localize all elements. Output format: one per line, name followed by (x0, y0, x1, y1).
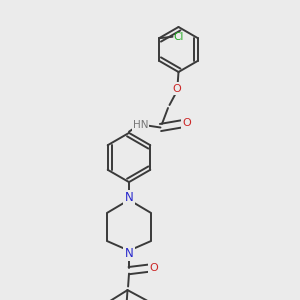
Text: HN: HN (133, 119, 148, 130)
Text: O: O (149, 262, 158, 273)
Text: N: N (124, 247, 134, 260)
Text: O: O (182, 118, 191, 128)
Text: O: O (172, 83, 182, 94)
Text: N: N (124, 191, 134, 204)
Text: Cl: Cl (174, 32, 184, 42)
